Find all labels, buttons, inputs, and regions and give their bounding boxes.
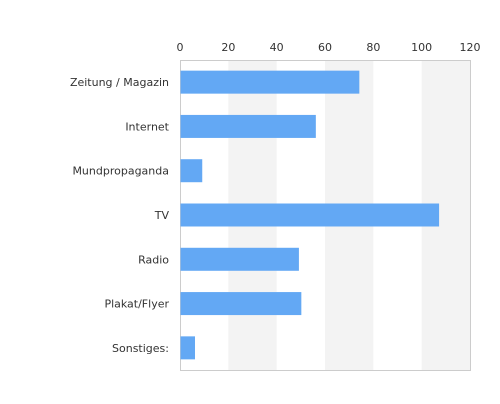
x-tick-label: 40 [270, 41, 284, 54]
category-label: Internet [125, 120, 169, 133]
x-tick-label: 0 [177, 41, 184, 54]
category-label: Zeitung / Magazin [70, 76, 169, 89]
x-tick-labels: 0 20 40 60 80 100 120 [177, 41, 481, 54]
bar-tv [180, 203, 440, 227]
category-label: Radio [138, 253, 169, 266]
category-label: Mundpropaganda [72, 165, 169, 178]
x-tick-label: 20 [221, 41, 235, 54]
category-label: Sonstiges: [112, 342, 169, 355]
x-tick-label: 60 [318, 41, 332, 54]
x-tick-label: 120 [460, 41, 481, 54]
bar-mundpropaganda [180, 159, 203, 183]
bar-zeitung-magazin [180, 70, 360, 94]
bar-plakat-flyer [180, 292, 302, 316]
x-tick-label: 80 [366, 41, 380, 54]
category-label: Plakat/Flyer [104, 298, 169, 311]
category-label: TV [154, 209, 170, 222]
bar-sonstiges [180, 336, 195, 360]
bar-radio [180, 247, 299, 271]
bars-group [180, 70, 440, 360]
category-labels: Zeitung / Magazin Internet Mundpropaganda T… [70, 76, 170, 355]
bar-internet [180, 114, 316, 138]
x-tick-label: 100 [411, 41, 432, 54]
